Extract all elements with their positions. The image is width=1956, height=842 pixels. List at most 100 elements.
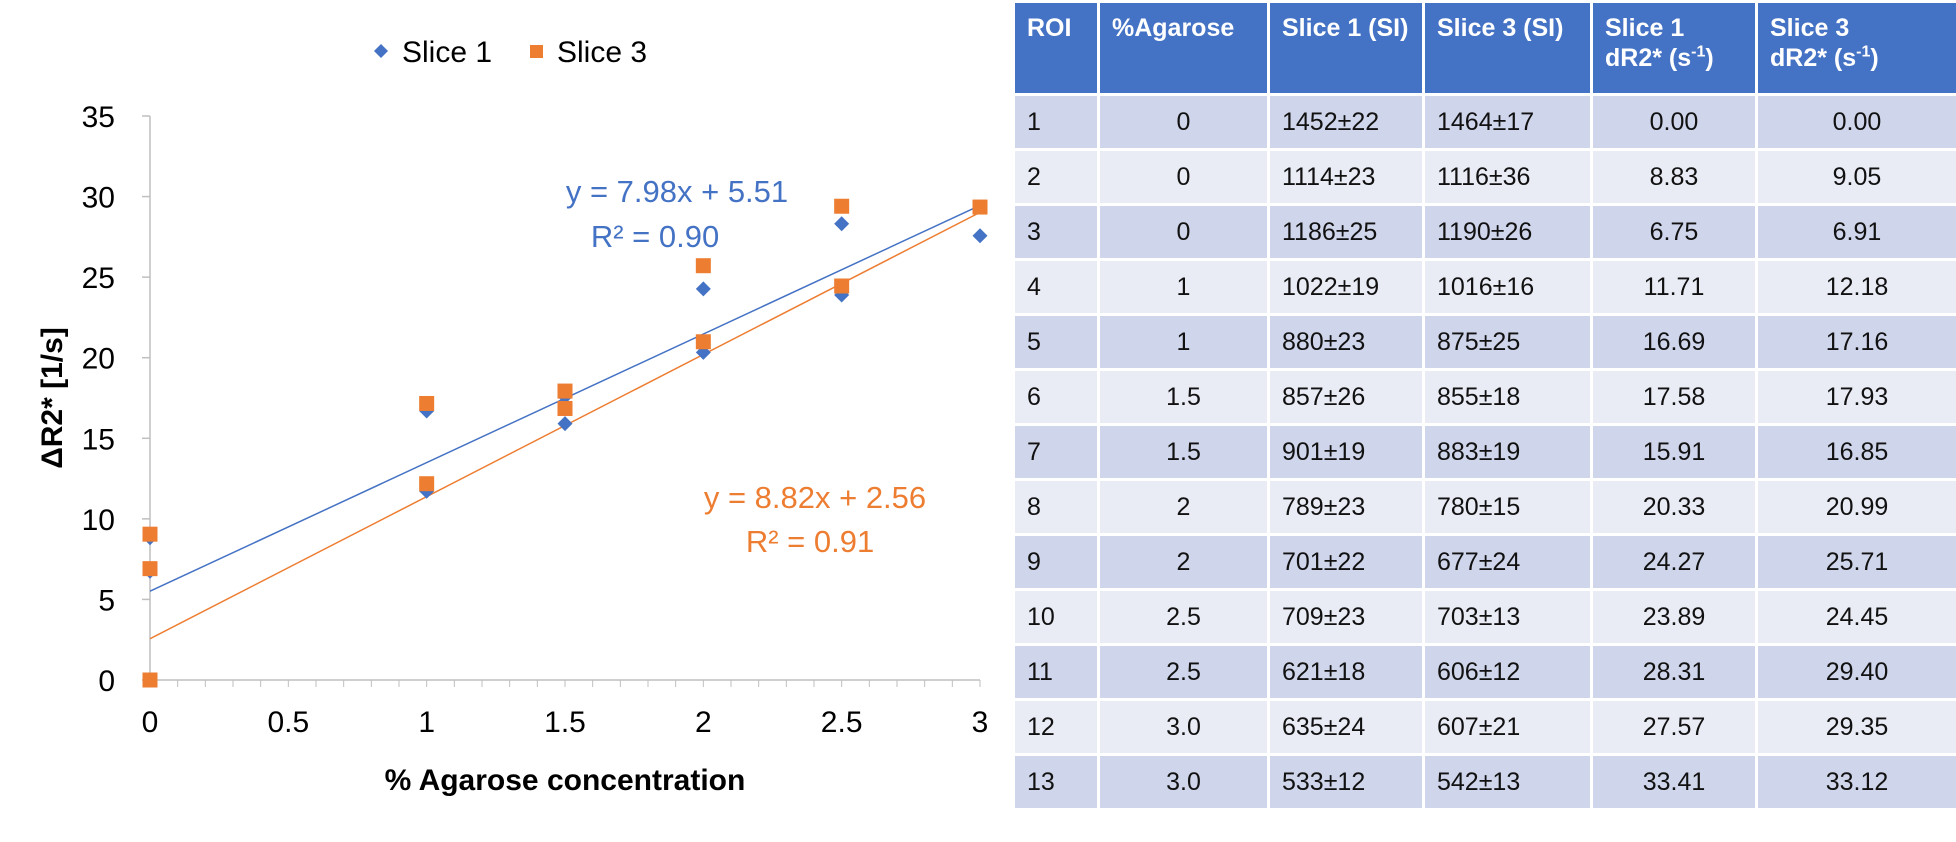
cell-slice3-si: 780±15 bbox=[1422, 478, 1593, 536]
cell-roi: 12 bbox=[1012, 698, 1100, 756]
header-unit-exp: -1 bbox=[1691, 43, 1706, 61]
y-tick-label: 20 bbox=[82, 343, 115, 376]
y-tick-label: 5 bbox=[98, 584, 115, 617]
cell-slice1-dr2: 23.89 bbox=[1590, 588, 1758, 646]
data-point-slice3 bbox=[142, 672, 158, 688]
y-tick-label: 25 bbox=[82, 262, 115, 295]
cell-slice1-si: 1114±23 bbox=[1267, 148, 1425, 206]
cell-slice3-si: 855±18 bbox=[1422, 368, 1593, 426]
header-slice1-si: Slice 1 (SI) bbox=[1267, 0, 1425, 96]
data-point-slice3 bbox=[419, 395, 435, 411]
cell-agarose: 1 bbox=[1097, 258, 1270, 316]
cell-slice1-si: 635±24 bbox=[1267, 698, 1425, 756]
x-tick-label: 2 bbox=[695, 706, 712, 739]
cell-slice3-si: 1190±26 bbox=[1422, 203, 1593, 261]
data-point-slice3 bbox=[142, 526, 158, 542]
x-tick-label: 0.5 bbox=[267, 706, 309, 739]
cell-slice3-si: 1116±36 bbox=[1422, 148, 1593, 206]
header-close-paren: ) bbox=[1870, 44, 1879, 72]
cell-slice3-si: 1016±16 bbox=[1422, 258, 1593, 316]
cell-slice3-dr2: 17.16 bbox=[1755, 313, 1956, 371]
y-tick-label: 10 bbox=[82, 504, 115, 537]
cell-agarose: 2 bbox=[1097, 533, 1270, 591]
cell-slice1-si: 857±26 bbox=[1267, 368, 1425, 426]
table-body: 1 0 1452±22 1464±17 0.00 0.00 2 0 1114±23 1116±36… bbox=[1012, 93, 1956, 811]
cell-slice3-dr2: 29.35 bbox=[1755, 698, 1956, 756]
table-row: 5 1 880±23 875±25 16.69 17.16 bbox=[1012, 313, 1956, 371]
x-axis-title: % Agarose concentration bbox=[385, 764, 746, 797]
cell-slice1-dr2: 20.33 bbox=[1590, 478, 1758, 536]
trendline-equation-2: y = 8.82x + 2.56 bbox=[704, 480, 926, 515]
cell-agarose: 2.5 bbox=[1097, 643, 1270, 701]
cell-roi: 1 bbox=[1012, 93, 1100, 151]
table-row: 3 0 1186±25 1190±26 6.75 6.91 bbox=[1012, 203, 1956, 261]
cell-slice1-si: 1452±22 bbox=[1267, 93, 1425, 151]
header-slice3-dr2-line1: Slice 3 bbox=[1770, 14, 1850, 42]
header-agarose: %Agarose bbox=[1097, 0, 1270, 96]
header-slice3-dr2-line2: dR2* (s bbox=[1770, 44, 1857, 72]
data-point-slice3 bbox=[834, 278, 850, 294]
cell-agarose: 3.0 bbox=[1097, 753, 1270, 811]
cell-roi: 6 bbox=[1012, 368, 1100, 426]
cell-roi: 3 bbox=[1012, 203, 1100, 261]
header-roi: ROI bbox=[1012, 0, 1100, 96]
cell-slice1-dr2: 11.71 bbox=[1590, 258, 1758, 316]
cell-slice1-si: 533±12 bbox=[1267, 753, 1425, 811]
cell-agarose: 0 bbox=[1097, 93, 1270, 151]
table-row: 8 2 789±23 780±15 20.33 20.99 bbox=[1012, 478, 1956, 536]
y-tick-label: 35 bbox=[82, 101, 115, 134]
legend-label-slice3: Slice 3 bbox=[557, 36, 647, 69]
cell-slice1-si: 789±23 bbox=[1267, 478, 1425, 536]
data-point-slice3 bbox=[419, 476, 435, 492]
cell-agarose: 1.5 bbox=[1097, 368, 1270, 426]
header-slice3-dr2: Slice 3 dR2* (s-1) bbox=[1755, 0, 1956, 96]
data-point-slice3 bbox=[834, 198, 850, 214]
cell-slice3-dr2: 6.91 bbox=[1755, 203, 1956, 261]
cell-slice3-si: 875±25 bbox=[1422, 313, 1593, 371]
cell-agarose: 3.0 bbox=[1097, 698, 1270, 756]
trendline-r2-2: R² = 0.91 bbox=[746, 524, 874, 559]
cell-slice1-si: 1186±25 bbox=[1267, 203, 1425, 261]
cell-agarose: 2.5 bbox=[1097, 588, 1270, 646]
cell-roi: 10 bbox=[1012, 588, 1100, 646]
trendline-r2-1: R² = 0.90 bbox=[591, 219, 719, 254]
table-row: 13 3.0 533±12 542±13 33.41 33.12 bbox=[1012, 753, 1956, 811]
cell-roi: 9 bbox=[1012, 533, 1100, 591]
cell-slice1-si: 1022±19 bbox=[1267, 258, 1425, 316]
data-point-slice1 bbox=[834, 216, 850, 232]
data-point-slice3 bbox=[695, 334, 711, 350]
x-tick-label: 1 bbox=[418, 706, 435, 739]
table-row: 9 2 701±22 677±24 24.27 25.71 bbox=[1012, 533, 1956, 591]
data-point-slice1 bbox=[695, 281, 711, 297]
x-tick-label: 2.5 bbox=[821, 706, 863, 739]
table-row: 2 0 1114±23 1116±36 8.83 9.05 bbox=[1012, 148, 1956, 206]
scatter-chart: 0 5 10 15 20 25 30 35 0 0.5 1 1.5 2 2.5 3 % Agarose con… bbox=[36, 36, 989, 797]
cell-slice1-dr2: 6.75 bbox=[1590, 203, 1758, 261]
y-tick-label: 0 bbox=[98, 665, 115, 698]
table-row: 10 2.5 709±23 703±13 23.89 24.45 bbox=[1012, 588, 1956, 646]
y-tick-label: 30 bbox=[82, 182, 115, 215]
cell-slice1-dr2: 17.58 bbox=[1590, 368, 1758, 426]
cell-slice3-dr2: 29.40 bbox=[1755, 643, 1956, 701]
trendline-equation-1: y = 7.98x + 5.51 bbox=[566, 174, 788, 209]
header-close-paren: ) bbox=[1705, 44, 1714, 72]
x-tick-label: 3 bbox=[972, 706, 989, 739]
header-slice1-dr2-line2: dR2* (s bbox=[1605, 44, 1692, 72]
y-tick-label: 15 bbox=[82, 423, 115, 456]
cell-slice1-dr2: 27.57 bbox=[1590, 698, 1758, 756]
cell-slice1-dr2: 8.83 bbox=[1590, 148, 1758, 206]
cell-slice3-si: 677±24 bbox=[1422, 533, 1593, 591]
cell-slice3-dr2: 25.71 bbox=[1755, 533, 1956, 591]
legend-label-slice1: Slice 1 bbox=[402, 36, 492, 69]
cell-slice1-dr2: 28.31 bbox=[1590, 643, 1758, 701]
data-point-slice3 bbox=[142, 561, 158, 577]
cell-slice1-dr2: 0.00 bbox=[1590, 93, 1758, 151]
table-row: 6 1.5 857±26 855±18 17.58 17.93 bbox=[1012, 368, 1956, 426]
cell-slice1-si: 901±19 bbox=[1267, 423, 1425, 481]
header-slice1-dr2: Slice 1 dR2* (s-1) bbox=[1590, 0, 1758, 96]
cell-agarose: 1 bbox=[1097, 313, 1270, 371]
cell-slice1-si: 621±18 bbox=[1267, 643, 1425, 701]
data-point-slice1 bbox=[557, 416, 573, 432]
y-axis-title: ΔR2* [1/s] bbox=[36, 327, 69, 469]
cell-slice3-dr2: 9.05 bbox=[1755, 148, 1956, 206]
